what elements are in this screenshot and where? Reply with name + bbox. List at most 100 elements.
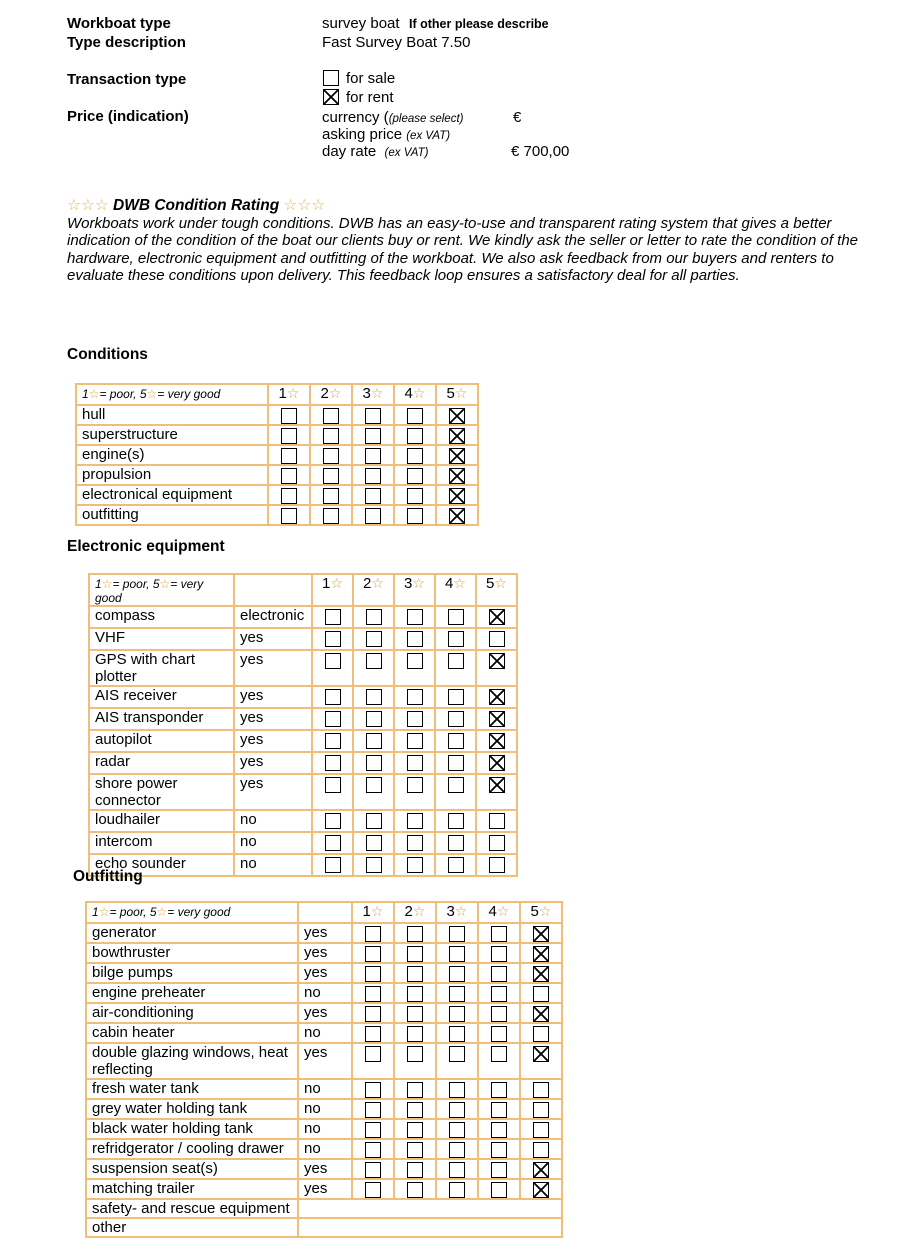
rating-checkbox[interactable] [365,1162,381,1178]
rating-checkbox[interactable] [323,408,339,424]
rating-checkbox[interactable] [533,966,549,982]
rating-checkbox[interactable] [491,1006,507,1022]
rating-checkbox[interactable] [365,1122,381,1138]
rating-checkbox[interactable] [447,689,464,706]
rating-checkbox[interactable] [365,777,382,794]
rating-checkbox[interactable] [365,448,381,464]
rating-checkbox[interactable] [407,448,423,464]
rating-checkbox[interactable] [406,777,423,794]
rating-checkbox[interactable] [491,1122,507,1138]
rating-checkbox[interactable] [365,609,382,626]
rating-checkbox[interactable] [449,408,465,424]
rating-checkbox[interactable] [406,653,423,670]
rating-checkbox[interactable] [491,1026,507,1042]
rating-checkbox[interactable] [324,777,341,794]
rating-checkbox[interactable] [533,1082,549,1098]
rating-checkbox[interactable] [533,1142,549,1158]
rating-checkbox[interactable] [365,428,381,444]
rating-checkbox[interactable] [449,926,465,942]
rating-checkbox[interactable] [447,733,464,750]
rating-checkbox[interactable] [324,733,341,750]
rating-checkbox[interactable] [533,1122,549,1138]
rating-checkbox[interactable] [449,1026,465,1042]
rating-checkbox[interactable] [407,1182,423,1198]
rating-checkbox[interactable] [324,755,341,772]
empty-entry-cell[interactable] [297,1217,563,1239]
rating-checkbox[interactable] [533,1162,549,1178]
rating-checkbox[interactable] [488,733,505,750]
rating-checkbox[interactable] [365,631,382,648]
rating-checkbox[interactable] [365,711,382,728]
rating-checkbox[interactable] [488,777,505,794]
rating-checkbox[interactable] [447,813,464,830]
rating-checkbox[interactable] [447,609,464,626]
rating-checkbox[interactable] [407,1026,423,1042]
rating-checkbox[interactable] [365,986,381,1002]
rating-checkbox[interactable] [407,488,423,504]
rating-checkbox[interactable] [533,986,549,1002]
rating-checkbox[interactable] [406,609,423,626]
rating-checkbox[interactable] [447,835,464,852]
rating-checkbox[interactable] [406,857,423,874]
rating-checkbox[interactable] [365,966,381,982]
rating-checkbox[interactable] [323,468,339,484]
rating-checkbox[interactable] [365,857,382,874]
rating-checkbox[interactable] [449,1006,465,1022]
rating-checkbox[interactable] [365,488,381,504]
rating-checkbox[interactable] [533,1006,549,1022]
rating-checkbox[interactable] [407,1046,423,1063]
rating-checkbox[interactable] [447,711,464,728]
rating-checkbox[interactable] [323,488,339,504]
rating-checkbox[interactable] [533,1102,549,1118]
rating-checkbox[interactable] [407,1162,423,1178]
rating-checkbox[interactable] [447,653,464,670]
rating-checkbox[interactable] [365,926,381,942]
rating-checkbox[interactable] [447,777,464,794]
rating-checkbox[interactable] [407,966,423,982]
rating-checkbox[interactable] [449,468,465,484]
rating-checkbox[interactable] [365,689,382,706]
rating-checkbox[interactable] [406,835,423,852]
rating-checkbox[interactable] [449,1182,465,1198]
rating-checkbox[interactable] [407,468,423,484]
rating-checkbox[interactable] [365,653,382,670]
rating-checkbox[interactable] [449,966,465,982]
rating-checkbox[interactable] [323,428,339,444]
rating-checkbox[interactable] [407,926,423,942]
rating-checkbox[interactable] [449,1122,465,1138]
rating-checkbox[interactable] [324,835,341,852]
rating-checkbox[interactable] [491,1082,507,1098]
rating-checkbox[interactable] [365,1006,381,1022]
rating-checkbox[interactable] [406,631,423,648]
rating-checkbox[interactable] [491,1046,507,1063]
rating-checkbox[interactable] [407,986,423,1002]
rating-checkbox[interactable] [406,813,423,830]
rating-checkbox[interactable] [281,508,297,524]
rating-checkbox[interactable] [449,1162,465,1178]
rating-checkbox[interactable] [491,926,507,942]
rating-checkbox[interactable] [281,408,297,424]
empty-entry-cell[interactable] [297,1198,563,1220]
currency-note[interactable]: (please select) [388,113,464,125]
rating-checkbox[interactable] [324,689,341,706]
rating-checkbox[interactable] [407,508,423,524]
rating-checkbox[interactable] [447,755,464,772]
for-rent-checkbox[interactable] [323,89,339,106]
rating-checkbox[interactable] [407,1006,423,1022]
rating-checkbox[interactable] [365,1102,381,1118]
rating-checkbox[interactable] [281,468,297,484]
rating-checkbox[interactable] [449,1082,465,1098]
rating-checkbox[interactable] [491,1182,507,1198]
rating-checkbox[interactable] [324,653,341,670]
rating-checkbox[interactable] [447,631,464,648]
rating-checkbox[interactable] [365,408,381,424]
rating-checkbox[interactable] [281,448,297,464]
rating-checkbox[interactable] [488,689,505,706]
rating-checkbox[interactable] [324,813,341,830]
rating-checkbox[interactable] [449,986,465,1002]
rating-checkbox[interactable] [281,488,297,504]
rating-checkbox[interactable] [365,508,381,524]
rating-checkbox[interactable] [406,689,423,706]
rating-checkbox[interactable] [449,448,465,464]
rating-checkbox[interactable] [324,711,341,728]
